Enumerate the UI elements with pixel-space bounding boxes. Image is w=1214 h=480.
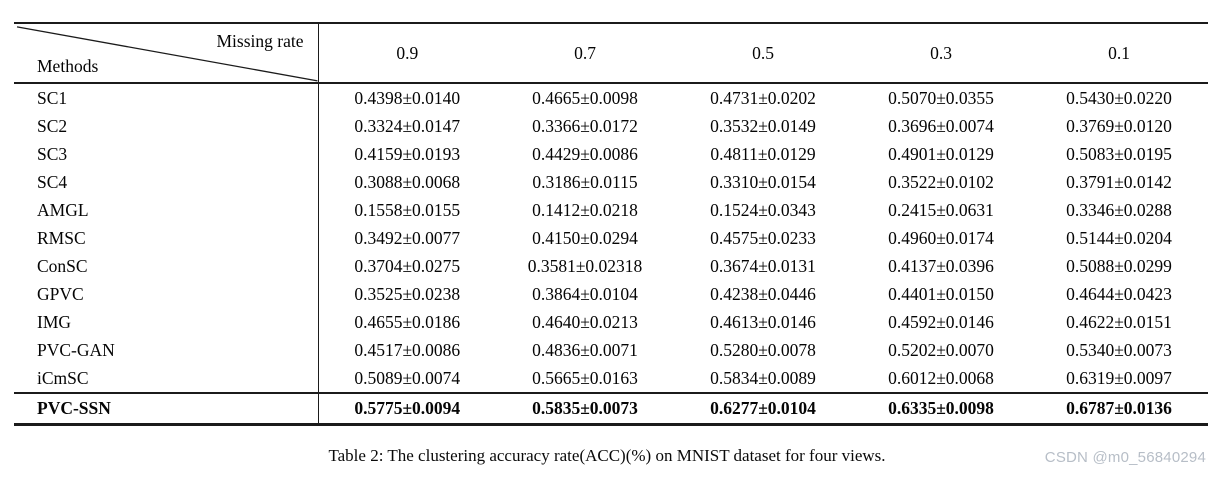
value-cell: 0.4398±0.0140 (317, 83, 496, 112)
value-cell: 0.4655±0.0186 (317, 308, 496, 336)
value-cell: 0.6787±0.0136 (1030, 392, 1208, 425)
value-cell: 0.6319±0.0097 (1066, 368, 1172, 388)
value-cell: 0.5144±0.0204 (1066, 228, 1172, 248)
column-header: 0.3 (852, 23, 1030, 84)
method-cell: IMG (37, 312, 72, 332)
table-row: SC4 0.3088±0.0068 0.3186±0.0115 0.3310±0… (14, 168, 1208, 196)
value-cell: 0.4517±0.0086 (317, 336, 496, 364)
value-cell: 0.3696±0.0074 (888, 116, 994, 136)
value-cell: 0.3704±0.0275 (317, 252, 496, 280)
table-row: GPVC 0.3525±0.0238 0.3864±0.0104 0.4238±… (14, 280, 1208, 308)
value-cell: 0.5088±0.0299 (1066, 256, 1172, 276)
value-cell: 0.2415±0.0631 (888, 200, 994, 220)
method-cell: iCmSC (37, 368, 89, 388)
value-cell: 0.4429±0.0086 (532, 144, 638, 164)
method-cell: AMGL (37, 200, 89, 220)
missing-rate-label: Missing rate (216, 31, 304, 51)
value-cell: 0.4150±0.0294 (532, 228, 638, 248)
value-cell: 0.3522±0.0102 (888, 172, 994, 192)
column-header: 0.9 (317, 23, 496, 84)
table-row-proposed-method: PVC-SSN 0.5775±0.0094 0.5835±0.0073 0.62… (14, 392, 1208, 425)
value-cell: 0.3492±0.0077 (317, 224, 496, 252)
value-cell: 0.4622±0.0151 (1066, 312, 1172, 332)
value-cell: 0.4644±0.0423 (1066, 284, 1172, 304)
methods-label: Methods (37, 56, 99, 76)
value-cell: 0.6335±0.0098 (852, 392, 1030, 425)
value-cell: 0.5665±0.0163 (532, 368, 638, 388)
table-row: SC3 0.4159±0.0193 0.4429±0.0086 0.4811±0… (14, 140, 1208, 168)
value-cell: 0.3791±0.0142 (1066, 172, 1172, 192)
method-cell: SC4 (37, 172, 68, 192)
value-cell: 0.4811±0.0129 (710, 144, 816, 164)
value-cell: 0.3088±0.0068 (317, 168, 496, 196)
value-cell: 0.4731±0.0202 (710, 88, 816, 108)
value-cell: 0.1524±0.0343 (710, 200, 816, 220)
watermark: CSDN @m0_56840294 (1044, 449, 1206, 466)
value-cell: 0.5834±0.0089 (710, 368, 816, 388)
table-row: RMSC 0.3492±0.0077 0.4150±0.0294 0.4575±… (14, 224, 1208, 252)
method-cell: GPVC (37, 284, 84, 304)
value-cell: 0.3346±0.0288 (1066, 200, 1172, 220)
value-cell: 0.4238±0.0446 (710, 284, 816, 304)
method-cell: PVC-SSN (14, 392, 318, 425)
value-cell: 0.4592±0.0146 (888, 312, 994, 332)
method-cell: ConSC (37, 256, 88, 276)
method-cell: RMSC (37, 228, 86, 248)
value-cell: 0.1412±0.0218 (532, 200, 638, 220)
value-cell: 0.5775±0.0094 (317, 392, 496, 425)
value-cell: 0.3532±0.0149 (710, 116, 816, 136)
value-cell: 0.4640±0.0213 (532, 312, 638, 332)
value-cell: 0.3310±0.0154 (710, 172, 816, 192)
value-cell: 0.4137±0.0396 (888, 256, 994, 276)
value-cell: 0.5083±0.0195 (1066, 144, 1172, 164)
value-cell: 0.5835±0.0073 (496, 392, 674, 425)
method-cell: SC3 (37, 144, 68, 164)
value-cell: 0.3324±0.0147 (317, 112, 496, 140)
table-row: AMGL 0.1558±0.0155 0.1412±0.0218 0.1524±… (14, 196, 1208, 224)
value-cell: 0.5089±0.0074 (317, 364, 496, 393)
value-cell: 0.1558±0.0155 (317, 196, 496, 224)
value-cell: 0.5202±0.0070 (888, 340, 994, 360)
value-cell: 0.4836±0.0071 (532, 340, 638, 360)
value-cell: 0.3581±0.02318 (527, 256, 643, 276)
method-cell: SC2 (37, 116, 68, 136)
value-cell: 0.3366±0.0172 (532, 116, 638, 136)
value-cell: 0.3186±0.0115 (532, 172, 638, 192)
corner-cell: Missing rate Methods (14, 23, 318, 84)
table-row: PVC-GAN 0.4517±0.0086 0.4836±0.0071 0.52… (14, 336, 1208, 364)
method-cell: PVC-GAN (37, 340, 115, 360)
table-row: SC1 0.4398±0.0140 0.4665±0.0098 0.4731±0… (14, 83, 1208, 112)
value-cell: 0.5070±0.0355 (888, 88, 994, 108)
value-cell: 0.4401±0.0150 (888, 284, 994, 304)
value-cell: 0.4613±0.0146 (710, 312, 816, 332)
value-cell: 0.6012±0.0068 (888, 368, 994, 388)
value-cell: 0.3674±0.0131 (710, 256, 816, 276)
value-cell: 0.3864±0.0104 (532, 284, 638, 304)
value-cell: 0.4960±0.0174 (888, 228, 994, 248)
column-header: 0.7 (496, 23, 674, 84)
value-cell: 0.5340±0.0073 (1066, 340, 1172, 360)
header-row: Missing rate Methods 0.9 0.7 0.5 0.3 0.1 (14, 23, 1208, 84)
value-cell: 0.6277±0.0104 (674, 392, 852, 425)
table-caption: Table 2: The clustering accuracy rate(AC… (328, 446, 886, 465)
diagonal-divider (14, 24, 318, 82)
column-header: 0.1 (1030, 23, 1208, 84)
value-cell: 0.4159±0.0193 (317, 140, 496, 168)
value-cell: 0.4665±0.0098 (532, 88, 638, 108)
value-cell: 0.3525±0.0238 (317, 280, 496, 308)
value-cell: 0.4901±0.0129 (888, 144, 994, 164)
table-row: IMG 0.4655±0.0186 0.4640±0.0213 0.4613±0… (14, 308, 1208, 336)
table-row: ConSC 0.3704±0.0275 0.3581±0.02318 0.367… (14, 252, 1208, 280)
value-cell: 0.3769±0.0120 (1066, 116, 1172, 136)
value-cell: 0.4575±0.0233 (710, 228, 816, 248)
value-cell: 0.5280±0.0078 (710, 340, 816, 360)
method-cell: SC1 (37, 88, 68, 108)
results-table: Missing rate Methods 0.9 0.7 0.5 0.3 0.1… (14, 22, 1208, 426)
value-cell: 0.5430±0.0220 (1066, 88, 1172, 108)
column-header: 0.5 (674, 23, 852, 84)
table-row: iCmSC 0.5089±0.0074 0.5665±0.0163 0.5834… (14, 364, 1208, 393)
table-row: SC2 0.3324±0.0147 0.3366±0.0172 0.3532±0… (14, 112, 1208, 140)
